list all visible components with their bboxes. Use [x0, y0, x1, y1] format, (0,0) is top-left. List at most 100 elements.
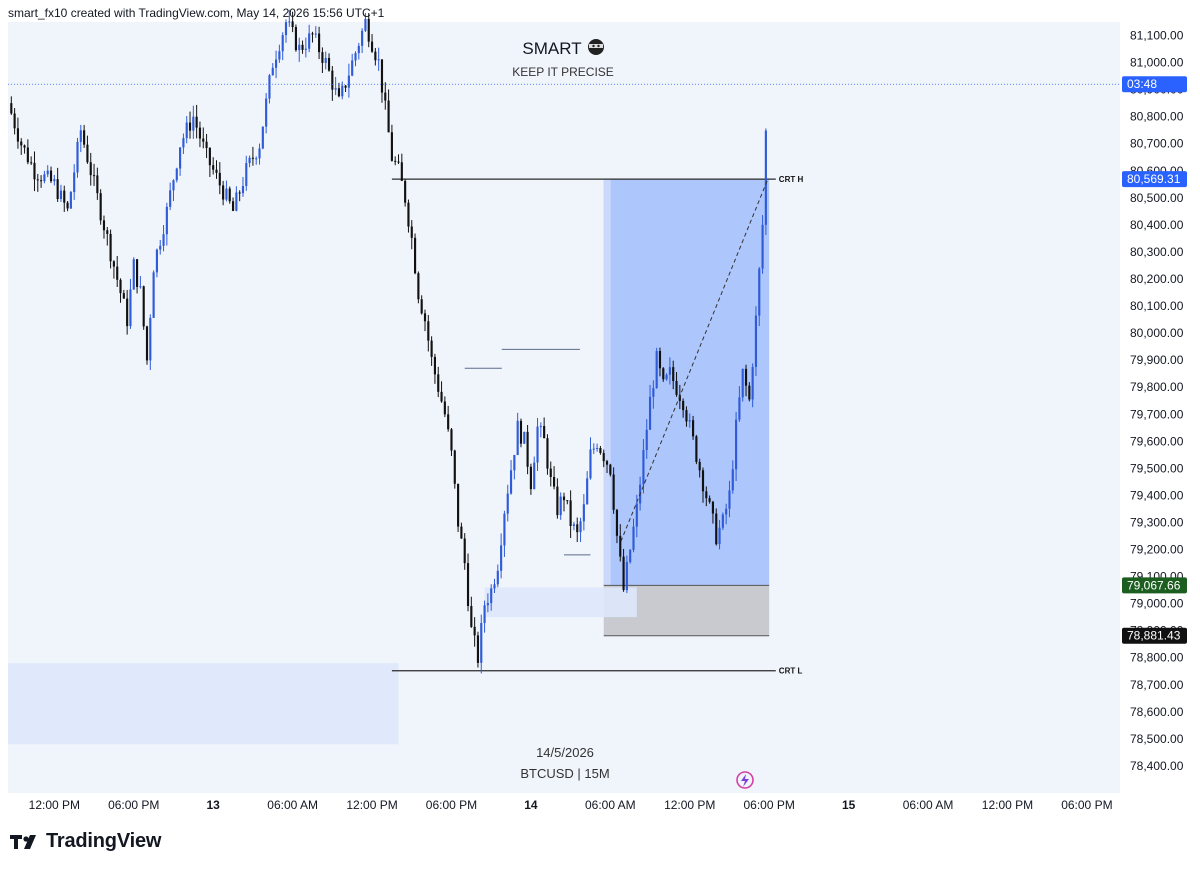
price-tag: [1122, 627, 1187, 644]
candle-body: [142, 286, 145, 327]
target-zone: [603, 179, 770, 586]
candle-body: [162, 234, 165, 246]
candle-body: [89, 162, 92, 176]
price-tick-label: 79,000.00: [1130, 597, 1184, 611]
overlay: [8, 83, 1120, 542]
candle-body: [268, 75, 271, 99]
price-tick-label: 80,500.00: [1130, 191, 1184, 205]
price-tick-label: 80,800.00: [1130, 110, 1184, 124]
candle-body: [698, 461, 701, 471]
time-tick-label: 06:00 PM: [1061, 798, 1112, 812]
candle-body: [116, 266, 119, 280]
candle-body: [43, 174, 46, 182]
candle-body: [76, 141, 79, 173]
candle-body: [185, 122, 188, 139]
candle-body: [470, 606, 473, 627]
candle-body: [327, 57, 331, 71]
candle-body: [10, 103, 13, 114]
candle-body: [556, 486, 559, 516]
candle-body: [231, 201, 235, 211]
candle-body: [493, 584, 496, 589]
candle-body: [460, 526, 463, 539]
candle-body: [559, 496, 562, 516]
candle-body: [26, 147, 29, 163]
candle-body: [205, 141, 208, 148]
price-tick-label: 80,300.00: [1130, 245, 1184, 259]
candle-body: [235, 192, 238, 211]
candle-body: [516, 420, 519, 456]
candle-body: [30, 162, 33, 164]
candle-body: [754, 315, 758, 367]
candle-body: [86, 144, 89, 163]
candle-body: [341, 85, 344, 97]
time-tick-label: 06:00 AM: [267, 798, 318, 812]
candle-body: [364, 18, 367, 31]
time-axis[interactable]: 12:00 PM 06:00 PM 13 06:00 AM 12:00 PM 06:00 …: [29, 798, 1113, 812]
candle-body: [546, 438, 549, 469]
candle-body: [152, 272, 155, 318]
candles: [10, 9, 767, 674]
candle-body: [99, 193, 102, 221]
candle-body: [83, 130, 86, 145]
candle-body: [347, 75, 350, 88]
price-tag-label: 03:48: [1127, 77, 1157, 91]
candle-body: [549, 468, 552, 477]
candle-body: [685, 410, 688, 422]
price-tick-label: 80,400.00: [1130, 218, 1184, 232]
candle-body: [738, 397, 741, 420]
price-tag: [1122, 577, 1187, 594]
candle-body: [572, 524, 576, 526]
candle-body: [612, 474, 615, 510]
candle-body: [430, 340, 433, 357]
candle-body: [255, 158, 258, 160]
candle-body: [278, 51, 281, 60]
candle-body: [662, 368, 665, 380]
candle-body: [632, 526, 635, 550]
candle-body: [500, 545, 503, 571]
candle-body: [301, 44, 304, 50]
candle-body: [566, 500, 569, 502]
candle-body: [92, 175, 96, 177]
candle-body: [744, 368, 748, 386]
candle-body: [715, 513, 718, 545]
price-tick-label: 81,100.00: [1130, 29, 1184, 43]
price-tick-label: 78,800.00: [1130, 651, 1184, 665]
candle-body: [377, 59, 380, 61]
candle-body: [619, 535, 622, 557]
candle-body: [165, 206, 168, 235]
candle-body: [13, 113, 16, 129]
candle-body: [367, 18, 370, 42]
candle-body: [394, 160, 397, 162]
candle-body: [304, 48, 307, 50]
candle-body: [466, 563, 470, 607]
candle-body: [529, 466, 532, 490]
candle-body: [596, 447, 599, 449]
candle-body: [119, 279, 122, 294]
price-tick-label: 78,500.00: [1130, 732, 1184, 746]
candle-body: [427, 321, 430, 341]
level-label: CRT H: [779, 175, 804, 184]
price-tick-label: 78,600.00: [1130, 705, 1184, 719]
candle-body: [331, 70, 334, 90]
candle-body: [410, 226, 413, 238]
lightning-icon[interactable]: [736, 771, 754, 789]
candle-body: [423, 313, 427, 322]
candle-body: [218, 172, 221, 186]
candle-body: [665, 374, 668, 380]
candle-body: [718, 527, 721, 545]
candle-body: [172, 180, 175, 191]
candle-body: [298, 44, 301, 51]
time-tick-label: 06:00 PM: [108, 798, 159, 812]
author-header: smart_fx10 created with TradingView.com,…: [8, 6, 385, 20]
candle-body: [261, 126, 264, 149]
candle-body: [668, 367, 671, 375]
time-axis-background: [8, 793, 1120, 817]
candle-body: [625, 562, 628, 591]
candle-body: [635, 503, 638, 527]
candle-body: [751, 366, 754, 400]
candle-body: [397, 161, 400, 163]
price-axis[interactable]: 81,100.0081,000.0080,900.0080,800.0080,7…: [1130, 29, 1184, 773]
candle-body: [149, 317, 152, 361]
